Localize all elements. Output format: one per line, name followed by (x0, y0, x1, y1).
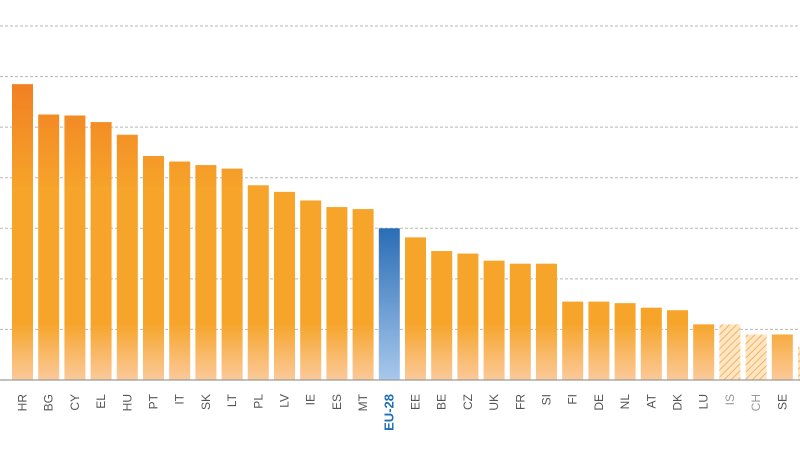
tick-label-fr: FR (513, 394, 527, 410)
bar-lv (274, 191, 295, 380)
tick-label-es: ES (330, 394, 344, 410)
bar-hr (12, 84, 33, 381)
tick-label-se: SE (775, 394, 789, 410)
bar-de (588, 301, 610, 380)
tick-label-lu: LU (697, 394, 711, 409)
tick-label-nl: NL (618, 394, 632, 410)
bar-pl (247, 185, 269, 380)
tick-label-cz: CZ (461, 394, 475, 410)
tick-label-de: DE (592, 394, 606, 411)
bar-be (431, 251, 453, 380)
bars (12, 84, 800, 381)
tick-label-eu-28: EU-28 (381, 394, 396, 431)
bar-el (90, 122, 112, 380)
bar-it (169, 161, 191, 380)
tick-label-el: EL (94, 394, 108, 409)
tick-label-uk: UK (487, 394, 501, 411)
tick-label-bg: BG (42, 394, 56, 411)
bar-cy (64, 115, 86, 381)
bar-uk (483, 260, 505, 380)
gridlines (0, 25, 800, 330)
tick-label-it: IT (173, 393, 187, 404)
tick-label-is: IS (723, 394, 737, 405)
bar-fi (562, 301, 584, 380)
tick-label-be: BE (435, 394, 449, 410)
bar-se (771, 334, 793, 380)
bar-si (536, 263, 557, 380)
bar-dk (667, 310, 688, 380)
tick-label-hu: HU (120, 394, 134, 411)
tick-label-lv: LV (278, 394, 292, 408)
bar-sk (195, 165, 217, 380)
tick-label-pl: PL (251, 394, 265, 409)
tick-label-fi: FI (566, 394, 580, 405)
bar-pt (143, 155, 164, 380)
bar-ie (300, 200, 322, 380)
bar-hu (116, 134, 138, 380)
tick-label-at: AT (644, 393, 658, 408)
bar-is (719, 324, 741, 380)
tick-label-pt: PT (147, 393, 161, 409)
tick-label-ie: IE (304, 394, 318, 405)
tick-label-si: SI (540, 394, 554, 405)
bar-ee (405, 237, 426, 380)
tick-label-sk: SK (199, 394, 213, 410)
bar-ch (745, 334, 767, 380)
tick-label-ee: EE (409, 394, 423, 410)
bar-mt (352, 209, 374, 380)
bar-lt (221, 168, 243, 380)
tick-label-cy: CY (68, 394, 82, 411)
bar-at (640, 307, 662, 380)
bar-es (326, 207, 348, 380)
x-tick-labels: HR BG CY EL HU PT IT SK LT PL LV IE ES MT EU-28 EE BE CZ U… (16, 393, 790, 431)
bar-cz (457, 253, 479, 380)
bar-fr (509, 263, 531, 380)
bar-bg (38, 114, 60, 380)
bar-lu (693, 324, 715, 380)
tick-label-mt: MT (356, 393, 370, 411)
bar-no (798, 347, 800, 380)
tick-label-dk: DK (671, 394, 685, 411)
tick-label-lt: LT (225, 393, 239, 407)
tick-label-ch: CH (749, 394, 763, 411)
bar-nl (614, 303, 636, 380)
bar-eu-28 (378, 228, 400, 380)
tick-label-hr: HR (16, 394, 30, 412)
